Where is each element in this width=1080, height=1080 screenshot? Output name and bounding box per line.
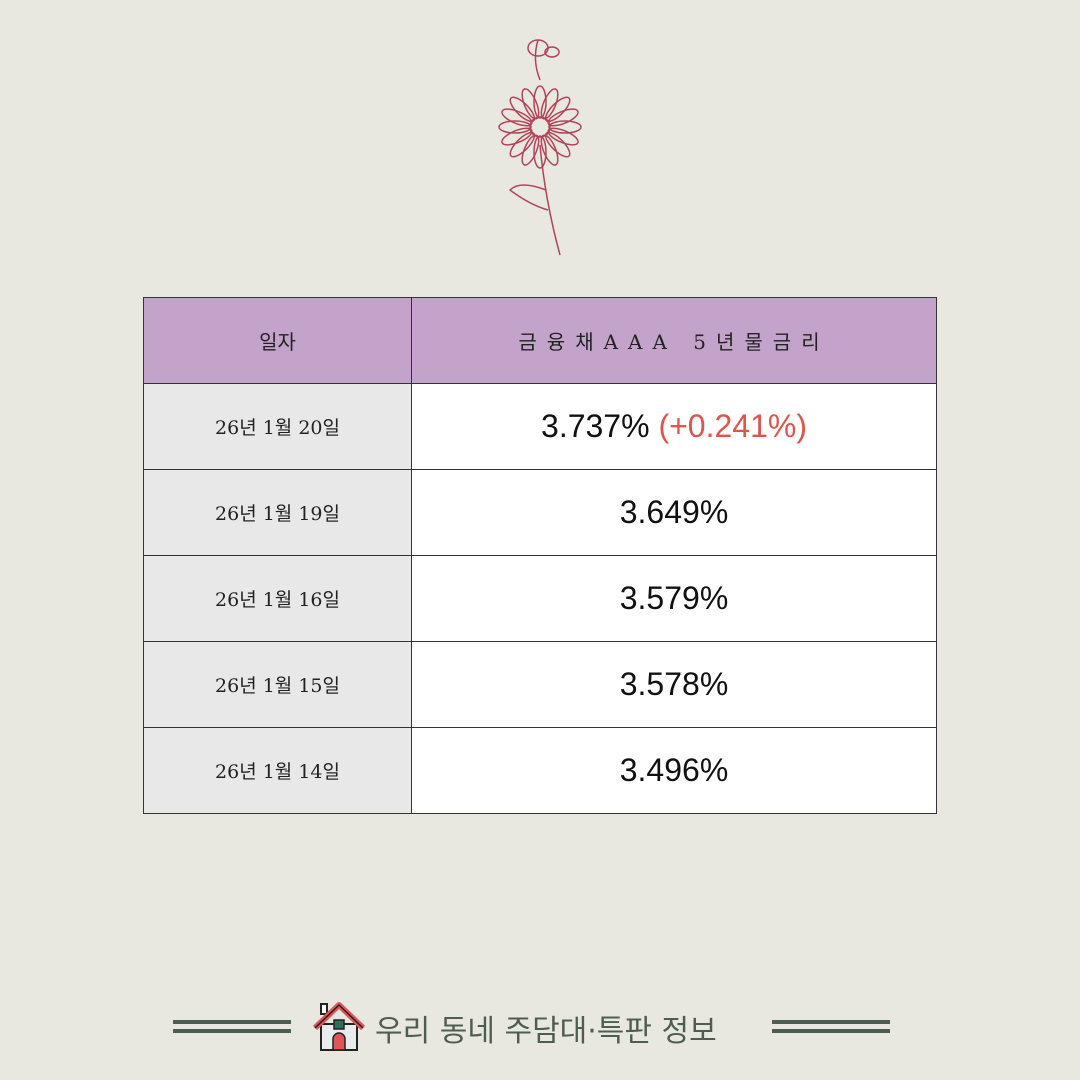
flower-illustration (498, 39, 582, 256)
footer: 우리 동네 주담대·특판 정보 (0, 1000, 1080, 1051)
table-row: 26년 1월 20일 3.737% (+0.241%) (143, 383, 937, 470)
house-icon (313, 1002, 365, 1051)
divider-left (173, 1020, 291, 1033)
header-rate: 금융채AAA 5년물금리 (411, 297, 937, 384)
table-row: 26년 1월 19일 3.649% (143, 469, 937, 556)
divider-right (772, 1020, 890, 1033)
date-cell: 26년 1월 15일 (143, 641, 412, 728)
date-cell: 26년 1월 16일 (143, 555, 412, 642)
table-row: 26년 1월 16일 3.579% (143, 555, 937, 642)
table-header-row: 일자 금융채AAA 5년물금리 (143, 297, 937, 384)
rate-cell: 3.579% (411, 555, 937, 642)
table-row: 26년 1월 14일 3.496% (143, 727, 937, 814)
rate-cell: 3.737% (+0.241%) (411, 383, 937, 470)
header-date: 일자 (143, 297, 412, 384)
rate-change: (+0.241%) (658, 408, 807, 444)
rate-cell: 3.496% (411, 727, 937, 814)
footer-text: 우리 동네 주담대·특판 정보 (375, 1014, 717, 1049)
rate-value: 3.737% (541, 408, 650, 444)
date-cell: 26년 1월 20일 (143, 383, 412, 470)
rate-cell: 3.649% (411, 469, 937, 556)
date-cell: 26년 1월 19일 (143, 469, 412, 556)
table-row: 26년 1월 15일 3.578% (143, 641, 937, 728)
rate-cell: 3.578% (411, 641, 937, 728)
date-cell: 26년 1월 14일 (143, 727, 412, 814)
rate-table: 일자 금융채AAA 5년물금리 26년 1월 20일 3.737% (+0.24… (143, 297, 937, 814)
